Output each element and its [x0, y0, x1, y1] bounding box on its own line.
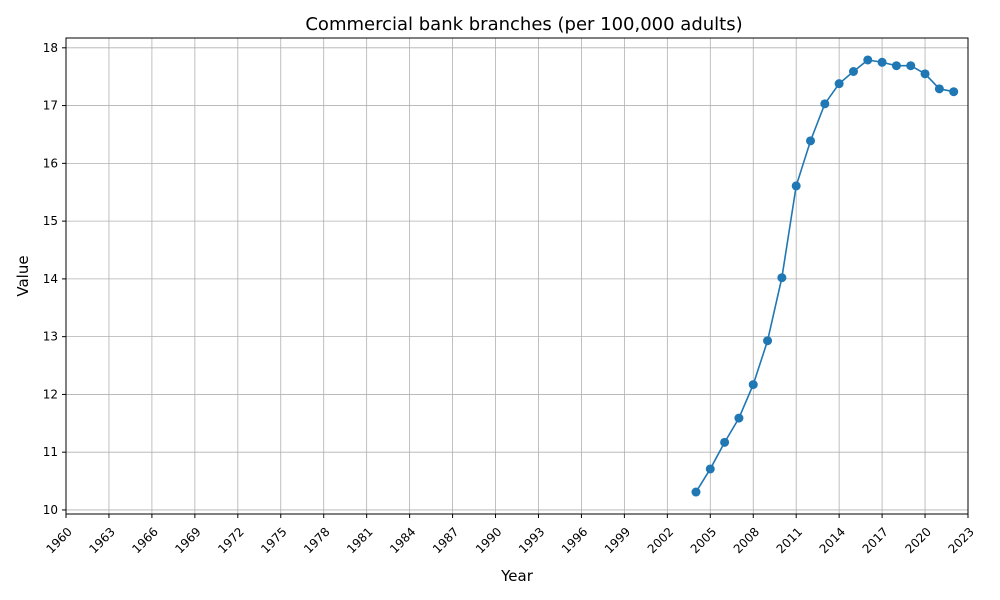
data-point: [820, 99, 830, 109]
chart-title: Commercial bank branches (per 100,000 ad…: [305, 14, 742, 35]
data-point: [920, 69, 930, 79]
data-point: [806, 136, 816, 146]
y-tick-label: 11: [43, 445, 58, 459]
data-point: [934, 84, 944, 94]
series: [691, 55, 959, 497]
y-tick-label: 17: [43, 99, 58, 113]
data-point: [949, 87, 959, 97]
y-tick-label: 10: [43, 503, 58, 517]
data-point: [705, 464, 715, 474]
data-point: [720, 437, 730, 447]
data-point: [791, 181, 801, 191]
data-point: [906, 61, 916, 71]
y-tick-label: 12: [43, 387, 58, 401]
y-tick-label: 16: [43, 156, 58, 170]
data-point: [763, 336, 773, 346]
data-point: [748, 380, 758, 390]
data-point: [891, 61, 901, 71]
y-tick-label: 18: [43, 41, 58, 55]
data-point: [777, 273, 787, 283]
data-point: [734, 413, 744, 423]
y-tick-label: 13: [43, 330, 58, 344]
y-tick-label: 14: [43, 272, 58, 286]
x-axis-label: Year: [500, 567, 534, 585]
data-point: [691, 487, 701, 497]
data-point: [863, 55, 873, 65]
plot-area-frame: [65, 37, 969, 515]
y-axis-label: Value: [14, 255, 32, 296]
data-point: [834, 79, 844, 89]
y-tick-label: 15: [43, 214, 58, 228]
data-point: [877, 57, 887, 67]
data-point: [848, 67, 858, 77]
